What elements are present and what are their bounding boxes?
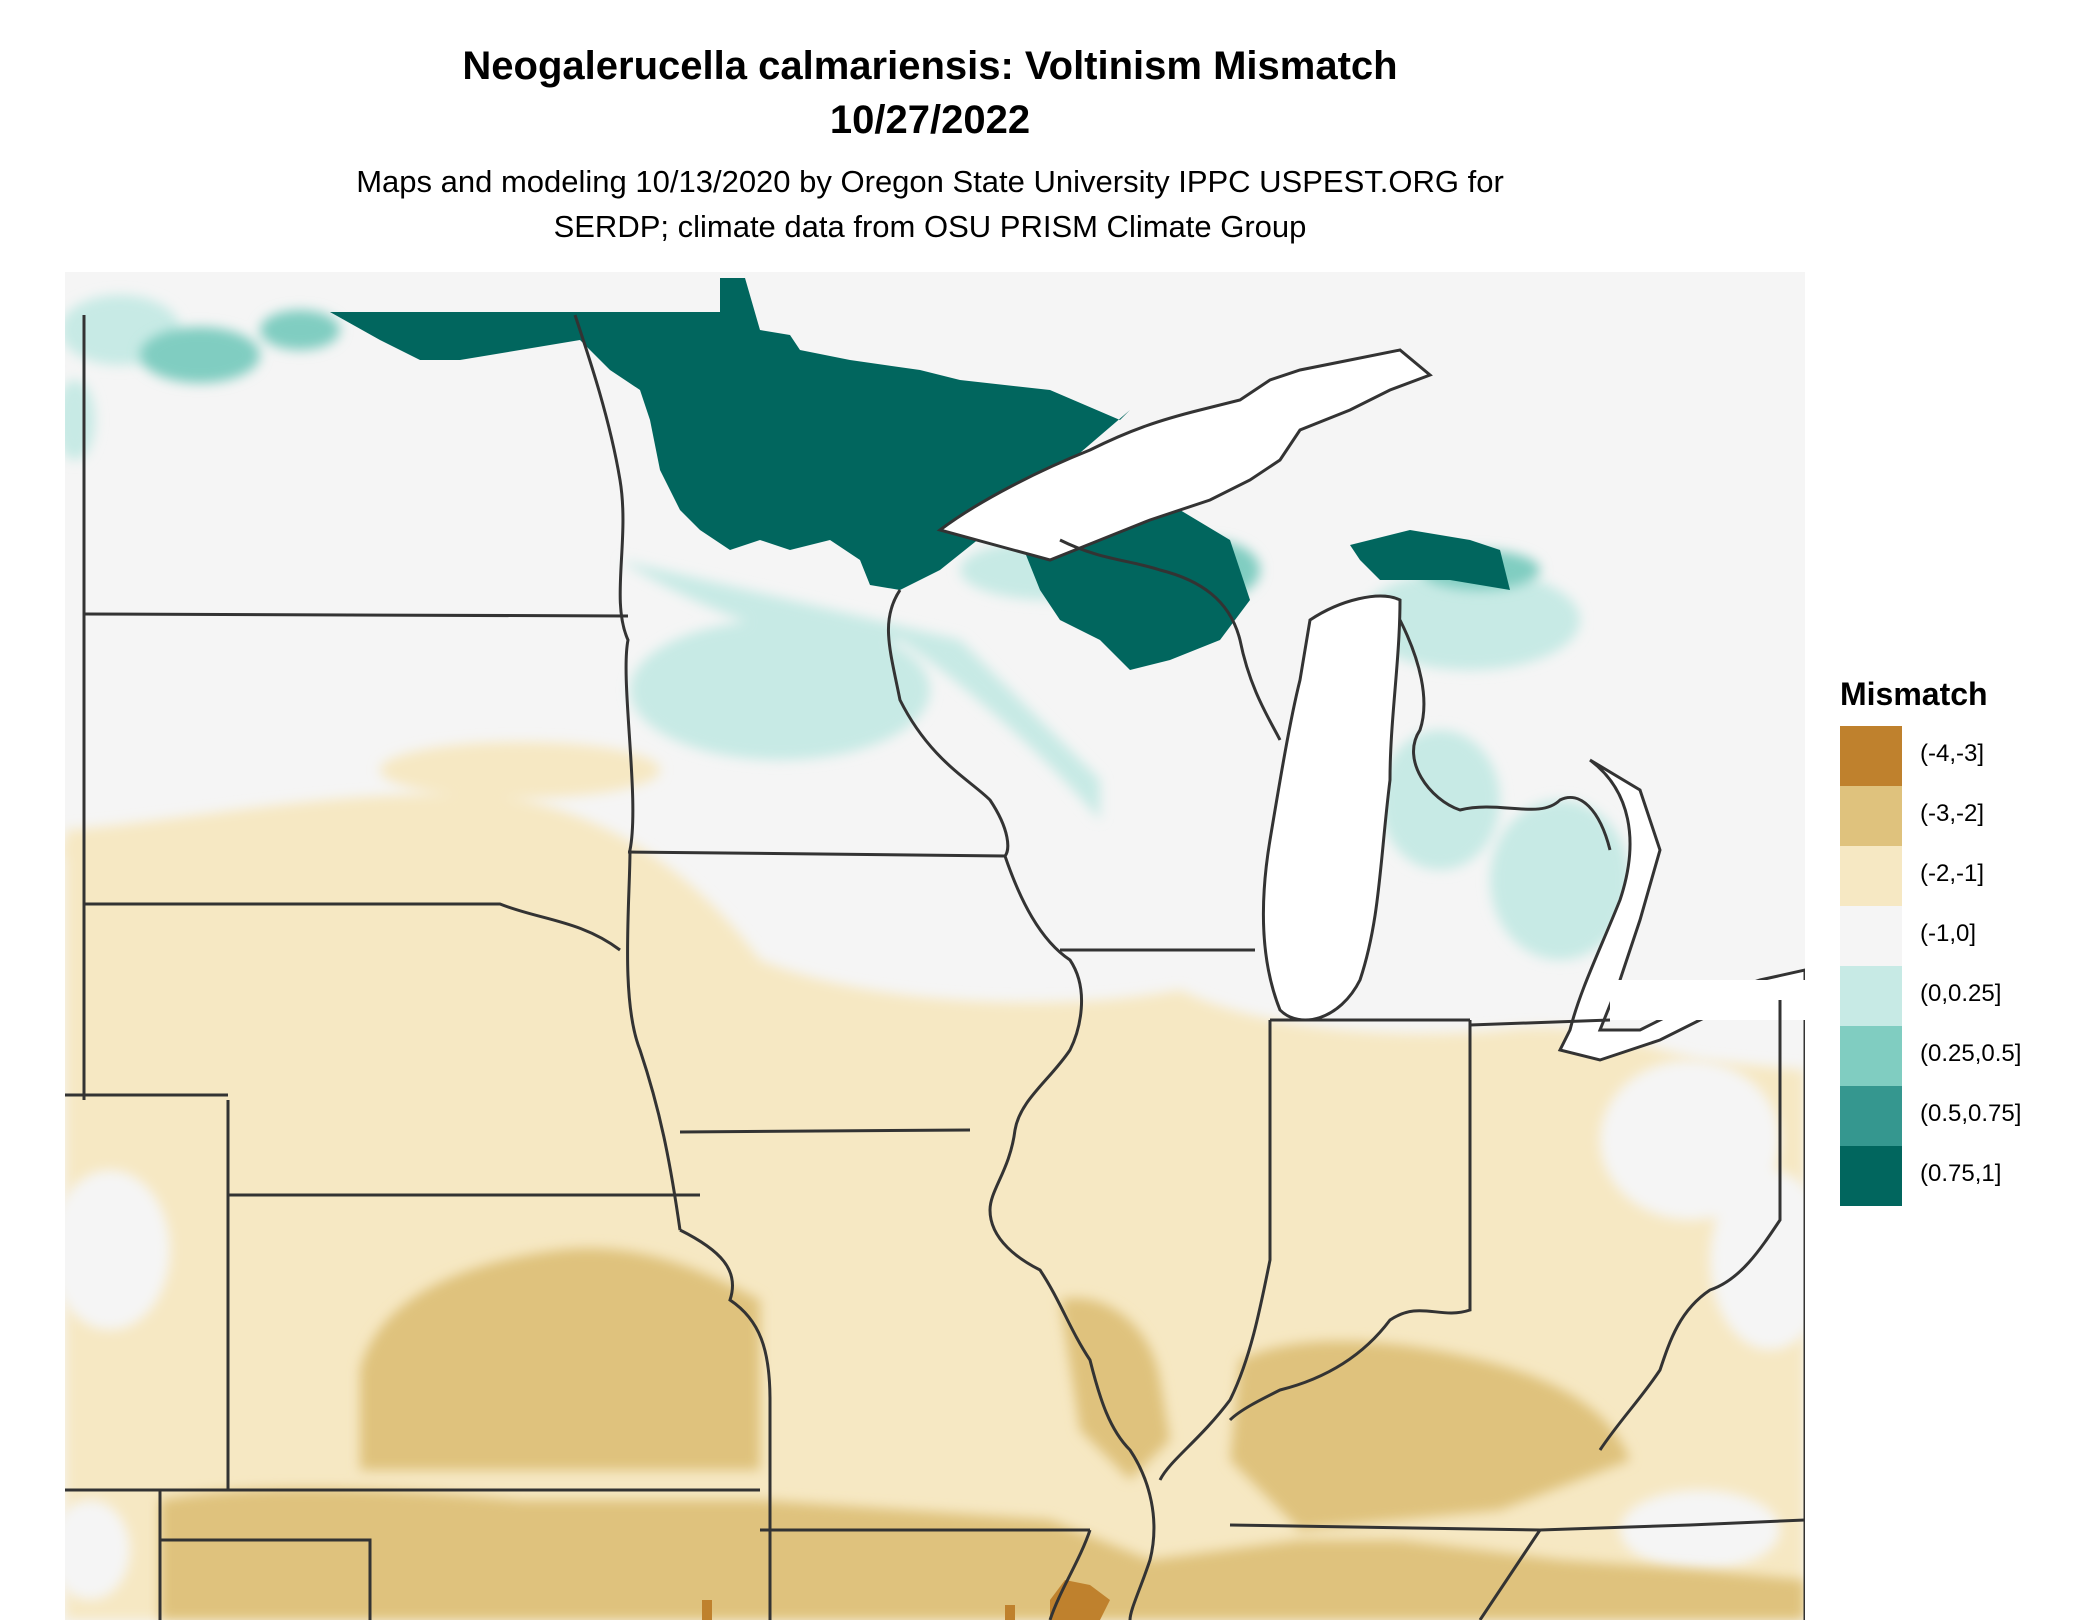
legend-swatch [1840, 966, 1902, 1026]
boundary-michigan-upper [1059, 538, 1282, 741]
boundary-kentucky-south [1229, 1518, 1805, 1532]
mismatch-zone-neg4-neg3 [702, 1580, 1110, 1620]
boundary-iowa-east [988, 855, 1156, 1620]
legend-title: Mismatch [1840, 676, 1988, 712]
boundary-arkansas [1048, 1529, 1092, 1620]
legend-item: (0.25,0.5] [1840, 1026, 2100, 1086]
boundary-oklahoma [158, 1490, 372, 1620]
legend-label: (0.5,0.75] [1920, 1100, 2022, 1127]
map-subtitle-line2: SERDP; climate data from OSU PRISM Clima… [553, 209, 1307, 244]
state-boundaries [65, 314, 1805, 1620]
map-title-line1: Neogalerucella calmariensis: Voltinism M… [462, 44, 1398, 88]
legend-swatch [1840, 906, 1902, 966]
legend-item: (0.5,0.75] [1840, 1086, 2100, 1146]
legend-swatch [1840, 786, 1902, 846]
map-title-line2: 10/27/2022 [829, 98, 1031, 142]
legend-swatch [1840, 1146, 1902, 1206]
legend-label: (0.25,0.5] [1920, 1040, 2022, 1067]
legend-item: (-3,-2] [1840, 786, 2100, 846]
boundary-wisconsin-west [887, 589, 1010, 857]
legend-item: (0,0.25] [1840, 966, 2100, 1026]
boundary-illinois-east [1158, 1020, 1272, 1481]
boundary-lower-michigan [1398, 619, 1612, 851]
boundary-ohio-east [1598, 1000, 1782, 1451]
lake-michigan [1261, 594, 1402, 1022]
boundary-iowa-north [627, 850, 1006, 858]
legend-item: (0.75,1] [1840, 1146, 2100, 1206]
legend-label: (0.75,1] [1920, 1160, 2002, 1187]
legend-swatch [1840, 726, 1902, 786]
boundary-iowa-south [679, 1128, 971, 1134]
legend-swatch [1840, 846, 1902, 906]
legend-label: (-2,-1] [1920, 860, 1985, 887]
legend-label: (-4,-3] [1920, 740, 1985, 767]
mismatch-zone-neg3-neg2 [160, 1248, 1805, 1620]
mismatch-zone-neg1-0-islands [65, 1060, 1805, 1600]
legend-label: (-3,-2] [1920, 800, 1985, 827]
legend-label: (0,0.25] [1920, 980, 2002, 1007]
boundary-north-dakota-south [83, 612, 629, 618]
boundary-missouri-west [679, 1228, 772, 1620]
boundary-ohio-north [1469, 1018, 1611, 1027]
legend-item: (-4,-3] [1840, 726, 2100, 786]
boundary-tennessee [1478, 1529, 1542, 1620]
boundary-south-dakota-south [84, 902, 621, 952]
legend-swatch [1840, 1086, 1902, 1146]
legend-item: (-2,-1] [1840, 846, 2100, 906]
map-subtitle-line1: Maps and modeling 10/13/2020 by Oregon S… [356, 164, 1504, 199]
lake-erie-fill [1610, 980, 1805, 1020]
boundary-indiana-east [1228, 1020, 1472, 1422]
boundary-minnesota-west [573, 314, 682, 1231]
lake-superior [936, 348, 1433, 562]
great-lakes-water [936, 348, 1805, 1620]
legend-swatch [1840, 1026, 1902, 1086]
legend-item: (-1,0] [1840, 906, 2100, 966]
legend-label: (-1,0] [1920, 920, 1977, 947]
